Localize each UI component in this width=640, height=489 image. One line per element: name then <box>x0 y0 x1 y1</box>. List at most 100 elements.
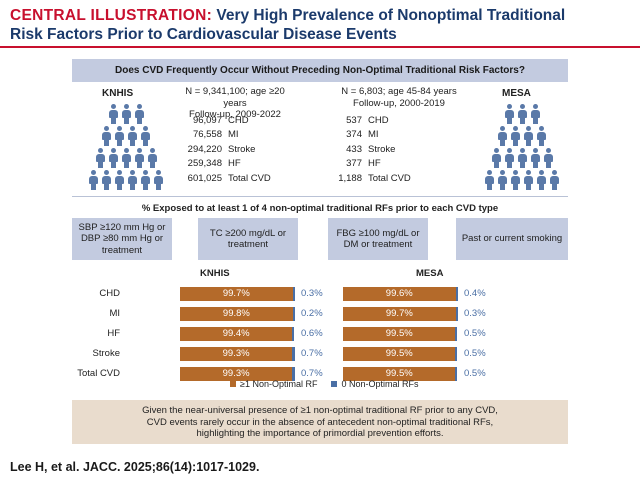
stat-value: 294,220 <box>187 143 222 155</box>
mesa-zero-rf-label: 0.4% <box>464 288 486 299</box>
knhis-zero-rf-bar <box>292 347 295 361</box>
mesa-nonoptimal-bar: 99.5% <box>343 367 456 381</box>
person-icon <box>517 148 528 168</box>
mesa-label: MESA <box>502 88 531 99</box>
mesa-info: N = 6,803; age 45-84 years Follow-up, 20… <box>340 86 458 109</box>
page-title: CENTRAL ILLUSTRATION: Very High Prevalen… <box>10 6 630 44</box>
person-icon <box>484 170 495 190</box>
stat-label: Stroke <box>228 143 256 155</box>
rf-cholesterol: TC ≥200 mg/dL or treatment <box>198 218 298 260</box>
legend-nonoptimal-label: ≥1 Non-Optimal RF <box>240 379 318 389</box>
mesa-nonoptimal-bar: 99.7% <box>343 307 456 321</box>
mesa-zero-rf-label: 0.5% <box>464 328 486 339</box>
rf-glucose: FBG ≥100 mg/dL or DM or treatment <box>328 218 428 260</box>
knhis-zero-rf-label: 0.2% <box>301 308 323 319</box>
knhis-zero-rf-label: 0.6% <box>301 328 323 339</box>
knhis-nonoptimal-bar: 99.8% <box>180 307 293 321</box>
category-label: MI <box>109 308 120 319</box>
mesa-info-n: N = 6,803; age 45-84 years <box>341 86 457 97</box>
person-icon <box>510 170 521 190</box>
stat-label: Total CVD <box>368 172 411 184</box>
person-icon <box>114 170 125 190</box>
citation: Lee H, et al. JACC. 2025;86(14):1017-102… <box>10 460 260 474</box>
person-icon <box>121 104 132 124</box>
chart-mesa-title: MESA <box>416 268 444 279</box>
person-icon <box>134 148 145 168</box>
stat-label: Total CVD <box>228 172 271 184</box>
legend-swatch-zero <box>331 381 338 387</box>
mesa-nonoptimal-bar: 99.6% <box>343 287 456 301</box>
stat-value: 259,348 <box>187 158 222 170</box>
stat-value: 377 <box>346 158 362 170</box>
knhis-nonoptimal-bar: 99.4% <box>180 327 293 341</box>
person-icon <box>530 148 541 168</box>
stat-label: MI <box>368 129 379 141</box>
stat-label: Stroke <box>368 143 396 155</box>
legend-swatch-nonoptimal <box>230 381 236 387</box>
person-icon <box>517 104 528 124</box>
person-icon <box>536 126 547 146</box>
person-icon <box>523 126 534 146</box>
mesa-zero-rf-label: 0.3% <box>464 308 486 319</box>
person-icon <box>114 126 125 146</box>
person-icon <box>491 148 502 168</box>
person-icon <box>147 148 158 168</box>
person-icon <box>121 148 132 168</box>
person-icon <box>88 170 99 190</box>
knhis-stat-row: 259,348 HF <box>172 157 271 171</box>
mesa-stat-row: 377 HF <box>324 157 411 171</box>
stat-label: HF <box>368 158 381 170</box>
conclusion-box: Given the near-universal presence of ≥1 … <box>72 400 568 444</box>
person-icon <box>108 148 119 168</box>
title-tag: CENTRAL ILLUSTRATION: <box>10 7 213 24</box>
category-label: Total CVD <box>77 368 120 379</box>
stat-value: 537 <box>346 115 362 126</box>
chart-knhis-title: KNHIS <box>200 268 230 279</box>
stat-label: MI <box>228 129 239 141</box>
knhis-stat-row: 96,097 CHD <box>172 114 271 128</box>
conclusion-line3: highlighting the importance of primordia… <box>196 428 444 439</box>
person-icon <box>101 126 112 146</box>
knhis-zero-rf-bar <box>292 307 295 321</box>
person-icon <box>153 170 164 190</box>
mesa-zero-rf-label: 0.5% <box>464 368 486 379</box>
knhis-zero-rf-bar <box>292 367 295 381</box>
stat-value: 96,097 <box>192 115 222 126</box>
knhis-info: N = 9,341,100; age ≥20 years Follow-up, … <box>176 86 294 121</box>
person-icon <box>497 170 508 190</box>
person-icon <box>101 170 112 190</box>
knhis-nonoptimal-bar: 99.3% <box>180 347 293 361</box>
person-icon <box>134 104 145 124</box>
person-icon <box>504 104 515 124</box>
divider <box>72 196 568 197</box>
mesa-stat-row: 537 CHD <box>324 114 411 128</box>
stat-value: 601,025 <box>187 172 222 184</box>
title-line2: Risk Factors Prior to Cardiovascular Dis… <box>10 26 397 43</box>
person-icon <box>127 126 138 146</box>
person-icon <box>140 126 151 146</box>
knhis-info-followup: Follow-up, 2009-2022 <box>189 109 281 120</box>
mesa-nonoptimal-bar: 99.5% <box>343 347 456 361</box>
knhis-stat-row: 76,558 MI <box>172 128 271 142</box>
mesa-stat-row: 1,188 Total CVD <box>324 172 411 186</box>
knhis-label: KNHIS <box>102 88 134 99</box>
mesa-zero-rf-bar <box>455 347 458 361</box>
title-rule <box>0 46 640 48</box>
legend-zero-label: 0 Non-Optimal RFs <box>341 379 419 389</box>
exposed-heading: % Exposed to at least 1 of 4 non-optimal… <box>141 203 499 214</box>
rf-blood-pressure: SBP ≥120 mm Hg or DBP ≥80 mm Hg or treat… <box>72 218 172 260</box>
cohort-panel: KNHIS N = 9,341,100; age ≥20 years Follo… <box>72 84 568 196</box>
person-icon <box>95 148 106 168</box>
person-icon <box>530 104 541 124</box>
person-icon <box>140 170 151 190</box>
person-icon <box>504 148 515 168</box>
person-icon <box>523 170 534 190</box>
person-icon <box>536 170 547 190</box>
knhis-zero-rf-bar <box>292 327 295 341</box>
knhis-info-n: N = 9,341,100; age ≥20 years <box>185 86 285 109</box>
mesa-zero-rf-bar <box>455 307 458 321</box>
mesa-zero-rf-bar <box>455 367 458 381</box>
knhis-stats: 96,097 CHD 76,558 MI 294,220 Stroke 259,348 HF 6… <box>172 114 271 186</box>
category-label: HF <box>107 328 120 339</box>
rf-smoking: Past or current smoking <box>456 218 568 260</box>
